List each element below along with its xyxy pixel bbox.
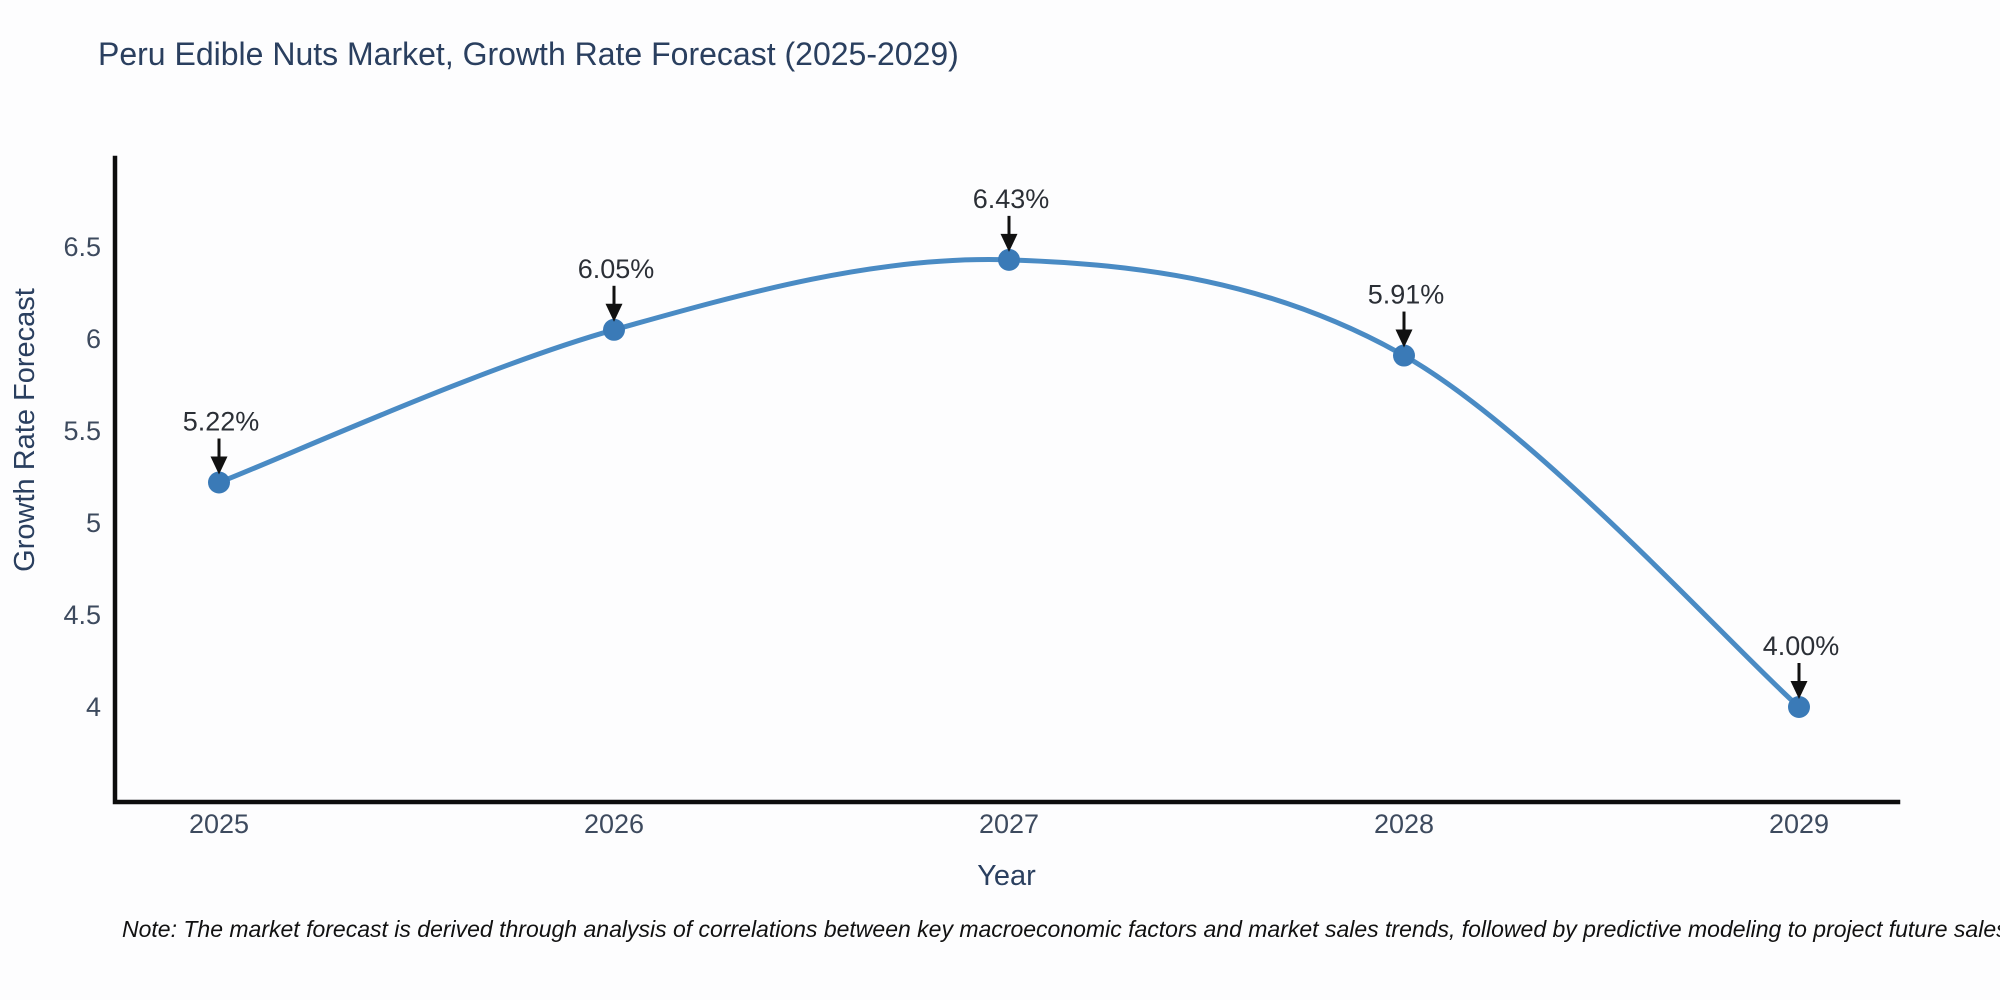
chart-title: Peru Edible Nuts Market, Growth Rate For…: [98, 36, 959, 72]
x-tick-label: 2027: [979, 809, 1039, 839]
x-tick-label: 2026: [584, 809, 644, 839]
y-tick-label: 6.5: [63, 232, 101, 262]
x-tick-label: 2025: [189, 809, 249, 839]
data-point: [1788, 696, 1810, 718]
point-value-label: 6.43%: [973, 184, 1050, 214]
x-tick-label: 2029: [1769, 809, 1829, 839]
data-point: [998, 248, 1020, 271]
annotation-arrowhead: [605, 303, 623, 322]
x-axis-title: Year: [977, 860, 1036, 892]
x-tick-label: 2028: [1374, 809, 1434, 839]
data-point: [208, 471, 230, 494]
y-tick-label: 5: [86, 508, 101, 538]
point-value-label: 4.00%: [1763, 631, 1840, 661]
y-tick-label: 4: [86, 692, 101, 722]
point-value-label: 5.91%: [1368, 280, 1445, 310]
data-point: [603, 318, 625, 341]
y-tick-label: 5.5: [63, 416, 101, 446]
forecast-line: [216, 257, 1802, 710]
y-tick-label: 6: [86, 324, 101, 354]
point-value-label: 5.22%: [183, 407, 260, 437]
annotation-arrowhead: [210, 456, 228, 475]
y-tick-label: 4.5: [63, 600, 101, 630]
annotation-arrowhead: [1790, 681, 1808, 699]
annotation-arrowhead: [1395, 329, 1413, 348]
chart-footnote: Note: The market forecast is derived thr…: [122, 916, 2000, 942]
y-axis-title: Growth Rate Forecast: [9, 288, 41, 572]
data-point: [1393, 344, 1415, 367]
axis-spines: [112, 155, 1901, 805]
annotation-arrowhead: [1000, 233, 1018, 252]
point-value-label: 6.05%: [578, 254, 655, 284]
